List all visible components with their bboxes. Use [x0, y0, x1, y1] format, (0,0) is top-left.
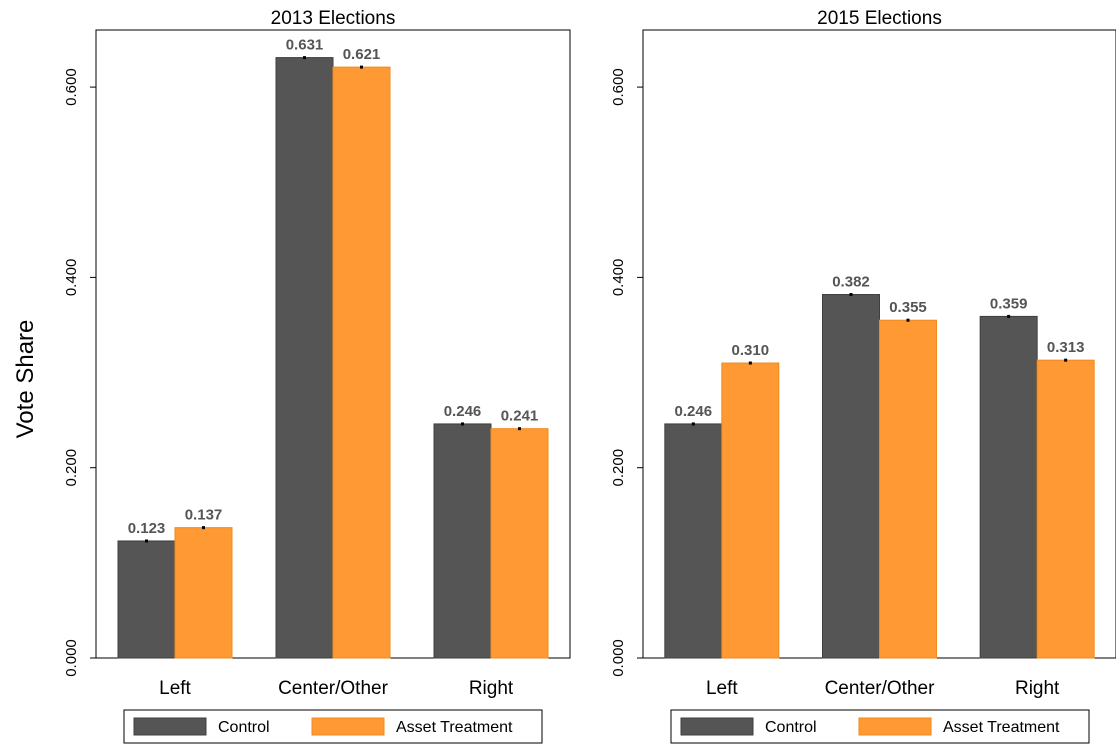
y-tick-label: 0.000 — [63, 639, 80, 677]
bar-marker — [518, 427, 521, 431]
data-label: 0.359 — [990, 295, 1028, 312]
bar-asset-treatment — [174, 527, 233, 659]
bar-marker — [1064, 358, 1068, 362]
y-tick-label: 0.600 — [610, 68, 627, 106]
bar-asset-treatment — [332, 66, 391, 659]
bar-asset-treatment — [490, 428, 549, 659]
bar-asset-treatment — [1036, 359, 1095, 659]
data-label: 0.246 — [444, 403, 482, 420]
y-tick-label: 0.400 — [63, 259, 80, 297]
bar-control — [979, 315, 1038, 659]
y-tick-label: 0.600 — [63, 68, 80, 106]
category-label: Left — [159, 678, 191, 699]
data-label: 0.355 — [889, 299, 927, 316]
legend-swatch-asset-treatment — [858, 717, 932, 736]
data-label: 0.310 — [732, 342, 770, 359]
bar-marker — [461, 422, 464, 426]
bar-control — [433, 423, 492, 659]
bar-control — [117, 540, 176, 659]
category-label: Center/Other — [825, 678, 935, 699]
data-label: 0.137 — [185, 507, 223, 524]
y-tick-label: 0.200 — [610, 449, 627, 487]
data-label: 0.313 — [1047, 339, 1085, 356]
bar-marker — [360, 65, 363, 69]
bar-marker — [691, 422, 695, 426]
category-label: Right — [1015, 678, 1060, 699]
y-tick-label: 0.200 — [63, 449, 80, 487]
legend-label: Control — [765, 719, 817, 736]
y-tick-label: 0.000 — [610, 639, 627, 677]
bar-asset-treatment — [721, 362, 780, 659]
legend-label: Asset Treatment — [396, 719, 513, 736]
legend-swatch-asset-treatment — [311, 717, 385, 736]
data-label: 0.241 — [501, 408, 539, 425]
panel-title: 2015 Elections — [817, 8, 942, 29]
bar-marker — [748, 361, 752, 365]
bar-marker — [906, 318, 910, 322]
bar-marker — [849, 293, 853, 297]
legend-label: Control — [218, 719, 270, 736]
data-label: 0.382 — [832, 274, 870, 291]
legend-label: Asset Treatment — [943, 719, 1060, 736]
category-label: Right — [469, 678, 514, 699]
bar-asset-treatment — [879, 319, 937, 659]
bar-marker — [145, 539, 148, 543]
bar-marker — [303, 56, 306, 60]
legend-swatch-control — [680, 717, 754, 736]
y-axis-title: Vote Share — [12, 320, 39, 439]
bar-marker — [1007, 314, 1011, 318]
bar-control — [275, 57, 334, 659]
panel-title: 2013 Elections — [271, 8, 396, 29]
data-label: 0.621 — [343, 46, 381, 63]
data-label: 0.631 — [286, 37, 324, 54]
data-label: 0.123 — [128, 520, 166, 537]
bar-control — [664, 423, 723, 659]
bar-marker — [202, 526, 205, 530]
legend-swatch-control — [133, 717, 207, 736]
bar-control — [822, 294, 880, 659]
y-tick-label: 0.400 — [610, 259, 627, 297]
data-label: 0.246 — [675, 403, 713, 420]
category-label: Center/Other — [278, 678, 388, 699]
category-label: Left — [706, 678, 738, 699]
